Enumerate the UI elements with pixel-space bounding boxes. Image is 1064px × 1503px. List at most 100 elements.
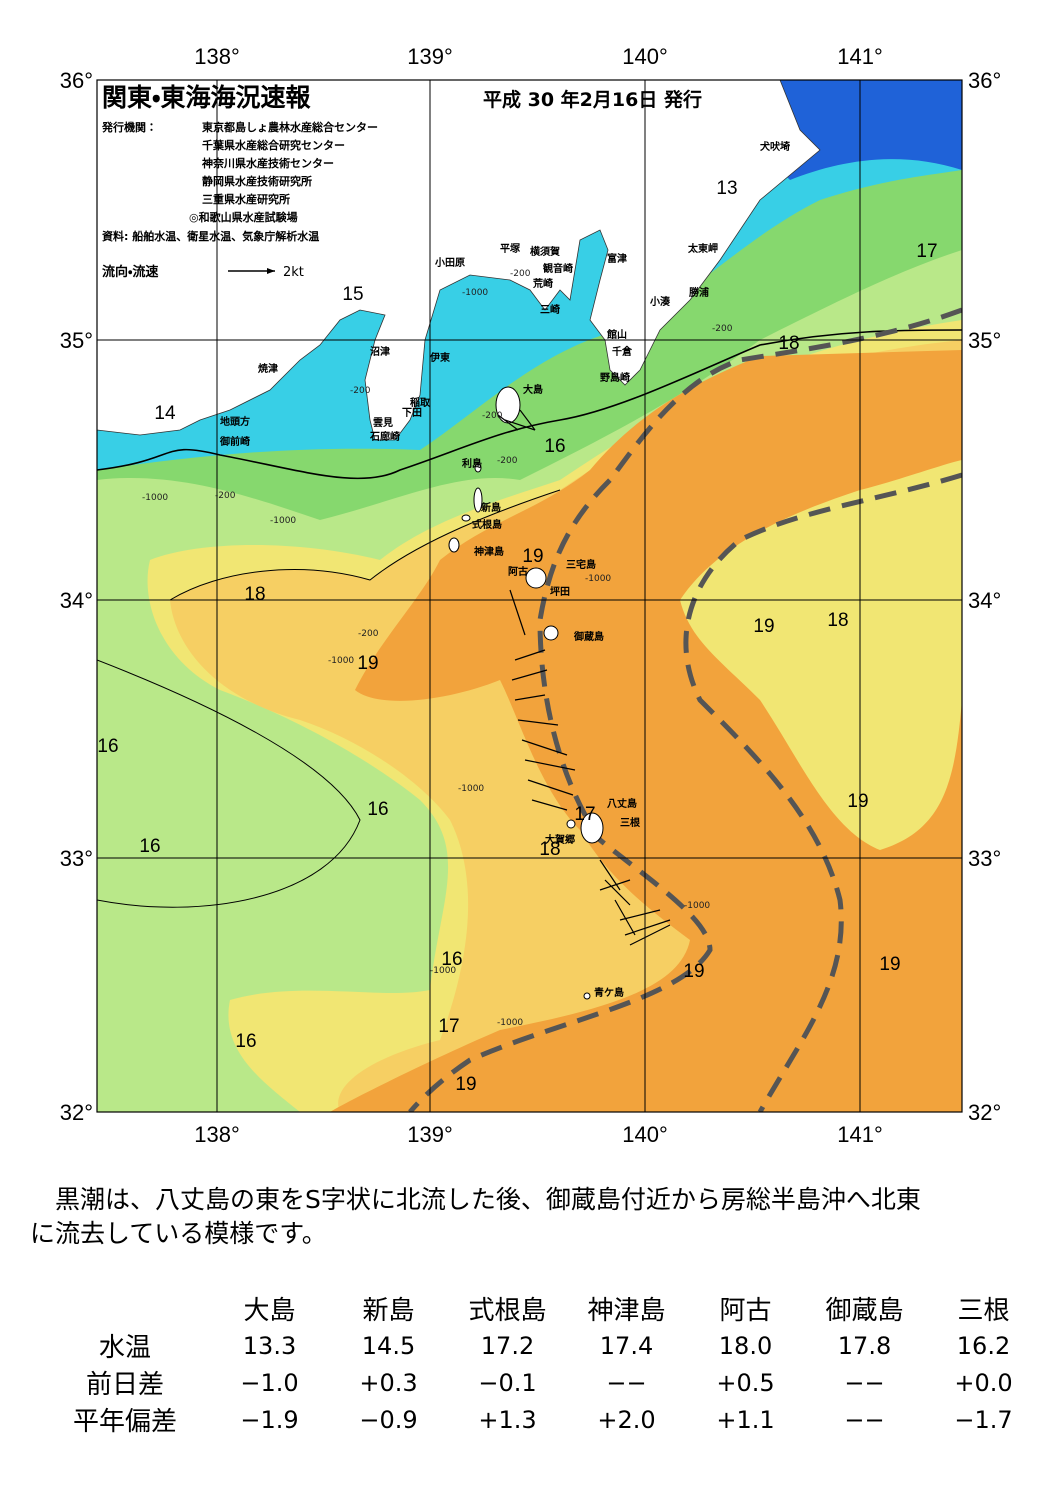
place-name: 大賀郷 bbox=[545, 833, 575, 846]
isotherm-line bbox=[97, 659, 361, 908]
map-title: 関東・東海海況速報 bbox=[102, 83, 312, 112]
depth-label: -200 bbox=[497, 456, 518, 466]
table-cell: 17.2 bbox=[480, 1331, 535, 1360]
isotherm-label: 17 bbox=[916, 241, 937, 262]
table-cell: 18.0 bbox=[718, 1331, 773, 1360]
latitude-label: 32° bbox=[968, 1100, 1001, 1125]
latitude-label: 33° bbox=[60, 846, 93, 871]
table-cell: 16.2 bbox=[956, 1331, 1011, 1360]
column-header: 神津島 bbox=[587, 1296, 666, 1326]
corner-cell bbox=[40, 1290, 210, 1327]
data-source: 資料: 船舶水温、衛星水温、気象庁解析水温 bbox=[102, 229, 319, 243]
depth-label: -1000 bbox=[270, 516, 296, 526]
isotherm-label: 16 bbox=[544, 436, 565, 457]
isotherm-label: 13 bbox=[716, 178, 737, 199]
place-name: 稲取 bbox=[410, 396, 431, 409]
depth-label: -200 bbox=[215, 491, 236, 501]
column-header: 阿古 bbox=[719, 1296, 772, 1326]
place-name: 新島 bbox=[480, 501, 501, 514]
latitude-label: 34° bbox=[968, 588, 1001, 613]
isotherm-label: 17 bbox=[574, 804, 595, 825]
table-cell: −− bbox=[844, 1405, 885, 1434]
longitude-label: 141° bbox=[837, 44, 883, 69]
map-body bbox=[97, 80, 962, 1112]
isotherm-label: 16 bbox=[97, 736, 118, 757]
depth-label: -1000 bbox=[328, 656, 354, 666]
kuroshio-axis bbox=[408, 307, 962, 1112]
isotherm-label: 16 bbox=[367, 799, 388, 820]
current-arrow bbox=[531, 799, 568, 811]
place-name: 三根 bbox=[620, 816, 641, 829]
table-cell: +0.5 bbox=[716, 1368, 775, 1397]
row-label: 水温 bbox=[98, 1333, 151, 1363]
table-cell: −0.1 bbox=[478, 1368, 537, 1397]
isotherm-label: 16 bbox=[235, 1031, 256, 1052]
table-cell: +0.0 bbox=[954, 1368, 1013, 1397]
issuer: 静岡県水産技術研究所 bbox=[202, 174, 312, 188]
place-name: 三崎 bbox=[540, 303, 560, 316]
table-cell: +1.3 bbox=[478, 1405, 537, 1434]
issuer: 東京都島しょ農林水産総合センター bbox=[202, 120, 378, 134]
table-row: 前日差 −1.0 +0.3 −0.1 −− +0.5 −− +0.0 bbox=[40, 1364, 1043, 1401]
current-arrow bbox=[629, 924, 671, 946]
current-arrow bbox=[497, 414, 519, 431]
place-name: 石廊崎 bbox=[369, 430, 400, 443]
table-cell: −− bbox=[606, 1368, 647, 1397]
table-cell: 17.8 bbox=[837, 1331, 892, 1360]
grid-lines bbox=[97, 80, 962, 1112]
place-name: 御蔵島 bbox=[573, 630, 604, 643]
land bbox=[97, 80, 821, 441]
latitude-label: 33° bbox=[968, 846, 1001, 871]
isotherm-label: 15 bbox=[342, 284, 363, 305]
place-name: 平塚 bbox=[500, 242, 521, 255]
place-name: 焼津 bbox=[258, 362, 278, 375]
water-temperature-table: 大島 新島 式根島 神津島 阿古 御蔵島 三根 水温 13.3 14.5 17.2 17.4 18.0… bbox=[40, 1290, 1043, 1438]
place-name: 式根島 bbox=[472, 518, 502, 531]
longitude-label: 139° bbox=[407, 44, 453, 69]
current-arrow bbox=[527, 779, 574, 796]
place-name: 伊東 bbox=[429, 351, 450, 364]
depth-label: -200 bbox=[350, 386, 371, 396]
sea-yellow-east bbox=[680, 460, 962, 850]
isotherm-label: 19 bbox=[879, 954, 900, 975]
place-name: 阿古 bbox=[508, 565, 528, 578]
table-cell: 13.3 bbox=[242, 1331, 297, 1360]
issuer: 三重県水産研究所 bbox=[202, 192, 290, 206]
isotherm-label: 14 bbox=[154, 403, 176, 424]
table-cell: −1.0 bbox=[240, 1368, 299, 1397]
isotherm-label: 19 bbox=[455, 1074, 476, 1095]
place-name: 利島 bbox=[462, 457, 482, 470]
current-arrow bbox=[614, 899, 636, 936]
current-arrow bbox=[514, 649, 546, 661]
depth-label: -1000 bbox=[462, 288, 488, 298]
islands bbox=[448, 386, 604, 1000]
place-name: 小田原 bbox=[434, 256, 465, 269]
place-name: 小湊 bbox=[649, 295, 671, 308]
isotherm-label: 19 bbox=[357, 653, 378, 674]
place-name: 坪田 bbox=[550, 585, 570, 598]
depth-label: -1000 bbox=[142, 493, 168, 503]
table-cell: +0.3 bbox=[359, 1368, 418, 1397]
isotherm-label: 18 bbox=[244, 584, 265, 605]
place-name: 八丈島 bbox=[607, 797, 637, 810]
current-arrow bbox=[509, 589, 526, 636]
depth-label: -200 bbox=[510, 269, 531, 279]
place-name: 御前崎 bbox=[219, 435, 250, 448]
depth-label: -200 bbox=[358, 629, 379, 639]
table-cell: 14.5 bbox=[361, 1331, 416, 1360]
table-body: 水温 13.3 14.5 17.2 17.4 18.0 17.8 16.2 前日差 −1.0 +0.… bbox=[40, 1327, 1043, 1438]
column-header: 御蔵島 bbox=[825, 1296, 904, 1326]
current-arrow bbox=[604, 879, 631, 906]
place-name: 勝浦 bbox=[689, 286, 709, 299]
latitude-label: 32° bbox=[60, 1100, 93, 1125]
isotherm-line bbox=[97, 329, 962, 480]
isotherm-label: 16 bbox=[441, 949, 462, 970]
place-name: 地頭方 bbox=[220, 415, 250, 428]
comment: 黒潮は、八丈島の東をS字状に北流した後、御蔵島付近から房総半島沖へ北東 に流去し… bbox=[30, 1183, 1040, 1251]
depth-label: -200 bbox=[712, 324, 733, 334]
place-name: 沼津 bbox=[370, 345, 390, 358]
table-row: 平年偏差 −1.9 −0.9 +1.3 +2.0 +1.1 −− −1.7 bbox=[40, 1401, 1043, 1438]
current-arrow bbox=[504, 419, 536, 431]
current-arrow bbox=[521, 739, 568, 756]
